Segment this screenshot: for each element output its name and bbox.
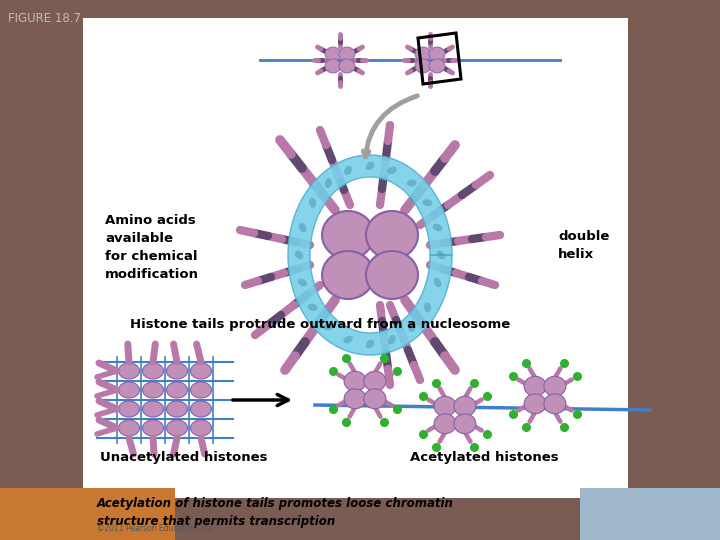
Ellipse shape bbox=[166, 420, 187, 436]
Ellipse shape bbox=[429, 59, 445, 73]
Ellipse shape bbox=[119, 401, 140, 417]
Ellipse shape bbox=[191, 382, 212, 398]
Ellipse shape bbox=[344, 166, 352, 175]
Ellipse shape bbox=[454, 414, 476, 434]
Ellipse shape bbox=[191, 420, 212, 436]
Ellipse shape bbox=[433, 278, 441, 287]
Ellipse shape bbox=[339, 59, 355, 73]
Text: double
helix: double helix bbox=[558, 230, 609, 260]
Ellipse shape bbox=[544, 394, 566, 414]
Ellipse shape bbox=[307, 304, 318, 311]
Ellipse shape bbox=[424, 302, 431, 312]
Ellipse shape bbox=[143, 382, 163, 398]
Ellipse shape bbox=[166, 401, 187, 417]
Ellipse shape bbox=[364, 389, 386, 409]
Ellipse shape bbox=[119, 420, 140, 436]
Ellipse shape bbox=[191, 401, 212, 417]
Ellipse shape bbox=[325, 178, 332, 188]
Ellipse shape bbox=[343, 336, 353, 343]
Ellipse shape bbox=[366, 161, 374, 170]
Bar bbox=[83, 18, 628, 498]
Ellipse shape bbox=[437, 251, 445, 259]
Ellipse shape bbox=[415, 59, 431, 73]
Ellipse shape bbox=[143, 401, 163, 417]
Ellipse shape bbox=[322, 251, 374, 299]
Text: Acetylated histones: Acetylated histones bbox=[410, 451, 559, 464]
Ellipse shape bbox=[387, 166, 397, 174]
Ellipse shape bbox=[366, 340, 374, 348]
Ellipse shape bbox=[309, 198, 316, 208]
Ellipse shape bbox=[524, 376, 546, 396]
Ellipse shape bbox=[119, 382, 140, 398]
Ellipse shape bbox=[366, 251, 418, 299]
Ellipse shape bbox=[544, 376, 566, 396]
Text: FIGURE 18.7: FIGURE 18.7 bbox=[8, 12, 81, 25]
Ellipse shape bbox=[388, 335, 396, 345]
Ellipse shape bbox=[454, 396, 476, 416]
Bar bbox=[0, 488, 175, 540]
Ellipse shape bbox=[434, 396, 456, 416]
Ellipse shape bbox=[298, 279, 307, 286]
Ellipse shape bbox=[366, 211, 418, 259]
Ellipse shape bbox=[166, 382, 187, 398]
Ellipse shape bbox=[364, 372, 386, 391]
Ellipse shape bbox=[344, 372, 366, 391]
Ellipse shape bbox=[299, 223, 306, 232]
Ellipse shape bbox=[434, 414, 456, 434]
Text: Amino acids
available
for chemical
modification: Amino acids available for chemical modif… bbox=[105, 214, 199, 281]
Ellipse shape bbox=[407, 179, 417, 186]
Bar bbox=[580, 488, 720, 540]
Ellipse shape bbox=[143, 420, 163, 436]
Ellipse shape bbox=[423, 199, 433, 206]
Text: Acetylation of histone tails promotes loose chromatin
structure that permits tra: Acetylation of histone tails promotes lo… bbox=[97, 497, 454, 528]
Polygon shape bbox=[288, 155, 452, 355]
Ellipse shape bbox=[408, 322, 415, 332]
Ellipse shape bbox=[433, 224, 442, 231]
Text: Histone tails protrude outward from a nucleosome: Histone tails protrude outward from a nu… bbox=[130, 318, 510, 331]
Ellipse shape bbox=[325, 47, 341, 61]
Ellipse shape bbox=[294, 251, 303, 259]
Ellipse shape bbox=[344, 389, 366, 409]
Ellipse shape bbox=[429, 47, 445, 61]
Ellipse shape bbox=[322, 211, 374, 259]
Ellipse shape bbox=[191, 363, 212, 379]
Ellipse shape bbox=[339, 47, 355, 61]
Text: Unacetylated histones: Unacetylated histones bbox=[100, 451, 268, 464]
Ellipse shape bbox=[524, 394, 546, 414]
Ellipse shape bbox=[325, 59, 341, 73]
Ellipse shape bbox=[415, 47, 431, 61]
Ellipse shape bbox=[166, 363, 187, 379]
Ellipse shape bbox=[323, 323, 333, 330]
Ellipse shape bbox=[119, 363, 140, 379]
Ellipse shape bbox=[143, 363, 163, 379]
Text: ©2011 Pearson Education, Inc.: ©2011 Pearson Education, Inc. bbox=[97, 524, 215, 533]
